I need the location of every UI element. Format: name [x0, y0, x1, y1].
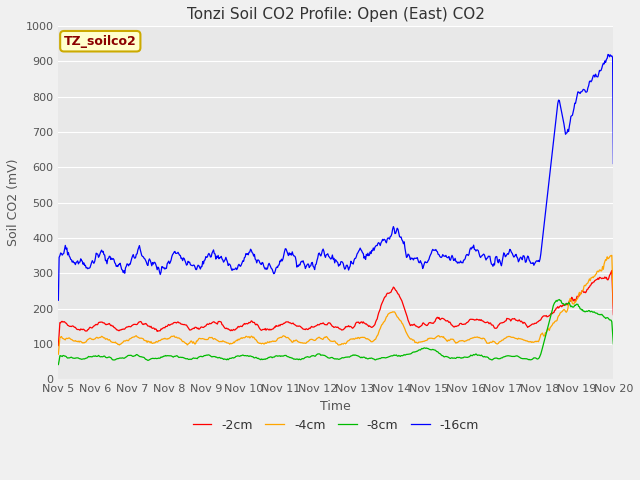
- -8cm: [403, 351, 411, 357]
- -16cm: [54, 298, 62, 303]
- -2cm: [403, 314, 411, 320]
- -4cm: [207, 335, 215, 340]
- -8cm: [207, 354, 215, 360]
- -8cm: [54, 361, 62, 367]
- -16cm: [604, 51, 612, 57]
- -4cm: [54, 351, 62, 357]
- Title: Tonzi Soil CO2 Profile: Open (East) CO2: Tonzi Soil CO2 Profile: Open (East) CO2: [187, 7, 485, 22]
- -16cm: [420, 264, 428, 269]
- -8cm: [65, 355, 72, 361]
- Line: -8cm: -8cm: [58, 300, 613, 364]
- -16cm: [403, 254, 411, 260]
- -16cm: [122, 265, 129, 271]
- -2cm: [178, 321, 186, 327]
- -2cm: [420, 320, 428, 326]
- -2cm: [207, 321, 215, 326]
- -16cm: [207, 254, 215, 260]
- -2cm: [609, 312, 617, 317]
- -2cm: [54, 343, 62, 348]
- Line: -2cm: -2cm: [58, 271, 613, 346]
- -16cm: [178, 255, 186, 261]
- -4cm: [420, 338, 428, 344]
- -8cm: [178, 355, 186, 360]
- Line: -4cm: -4cm: [58, 255, 613, 354]
- -2cm: [65, 323, 72, 328]
- -4cm: [403, 332, 411, 337]
- -4cm: [178, 338, 186, 344]
- -4cm: [609, 302, 617, 308]
- -8cm: [556, 297, 563, 302]
- Y-axis label: Soil CO2 (mV): Soil CO2 (mV): [7, 159, 20, 246]
- -4cm: [65, 336, 72, 341]
- Text: TZ_soilco2: TZ_soilco2: [64, 35, 137, 48]
- -8cm: [420, 346, 428, 351]
- -8cm: [122, 354, 129, 360]
- -16cm: [609, 161, 617, 167]
- X-axis label: Time: Time: [321, 399, 351, 413]
- -2cm: [608, 268, 616, 274]
- -16cm: [65, 250, 72, 255]
- Line: -16cm: -16cm: [58, 54, 613, 300]
- Legend: -2cm, -4cm, -8cm, -16cm: -2cm, -4cm, -8cm, -16cm: [188, 413, 484, 436]
- -2cm: [122, 325, 129, 331]
- -4cm: [608, 252, 616, 258]
- -8cm: [609, 341, 617, 347]
- -4cm: [122, 338, 129, 344]
